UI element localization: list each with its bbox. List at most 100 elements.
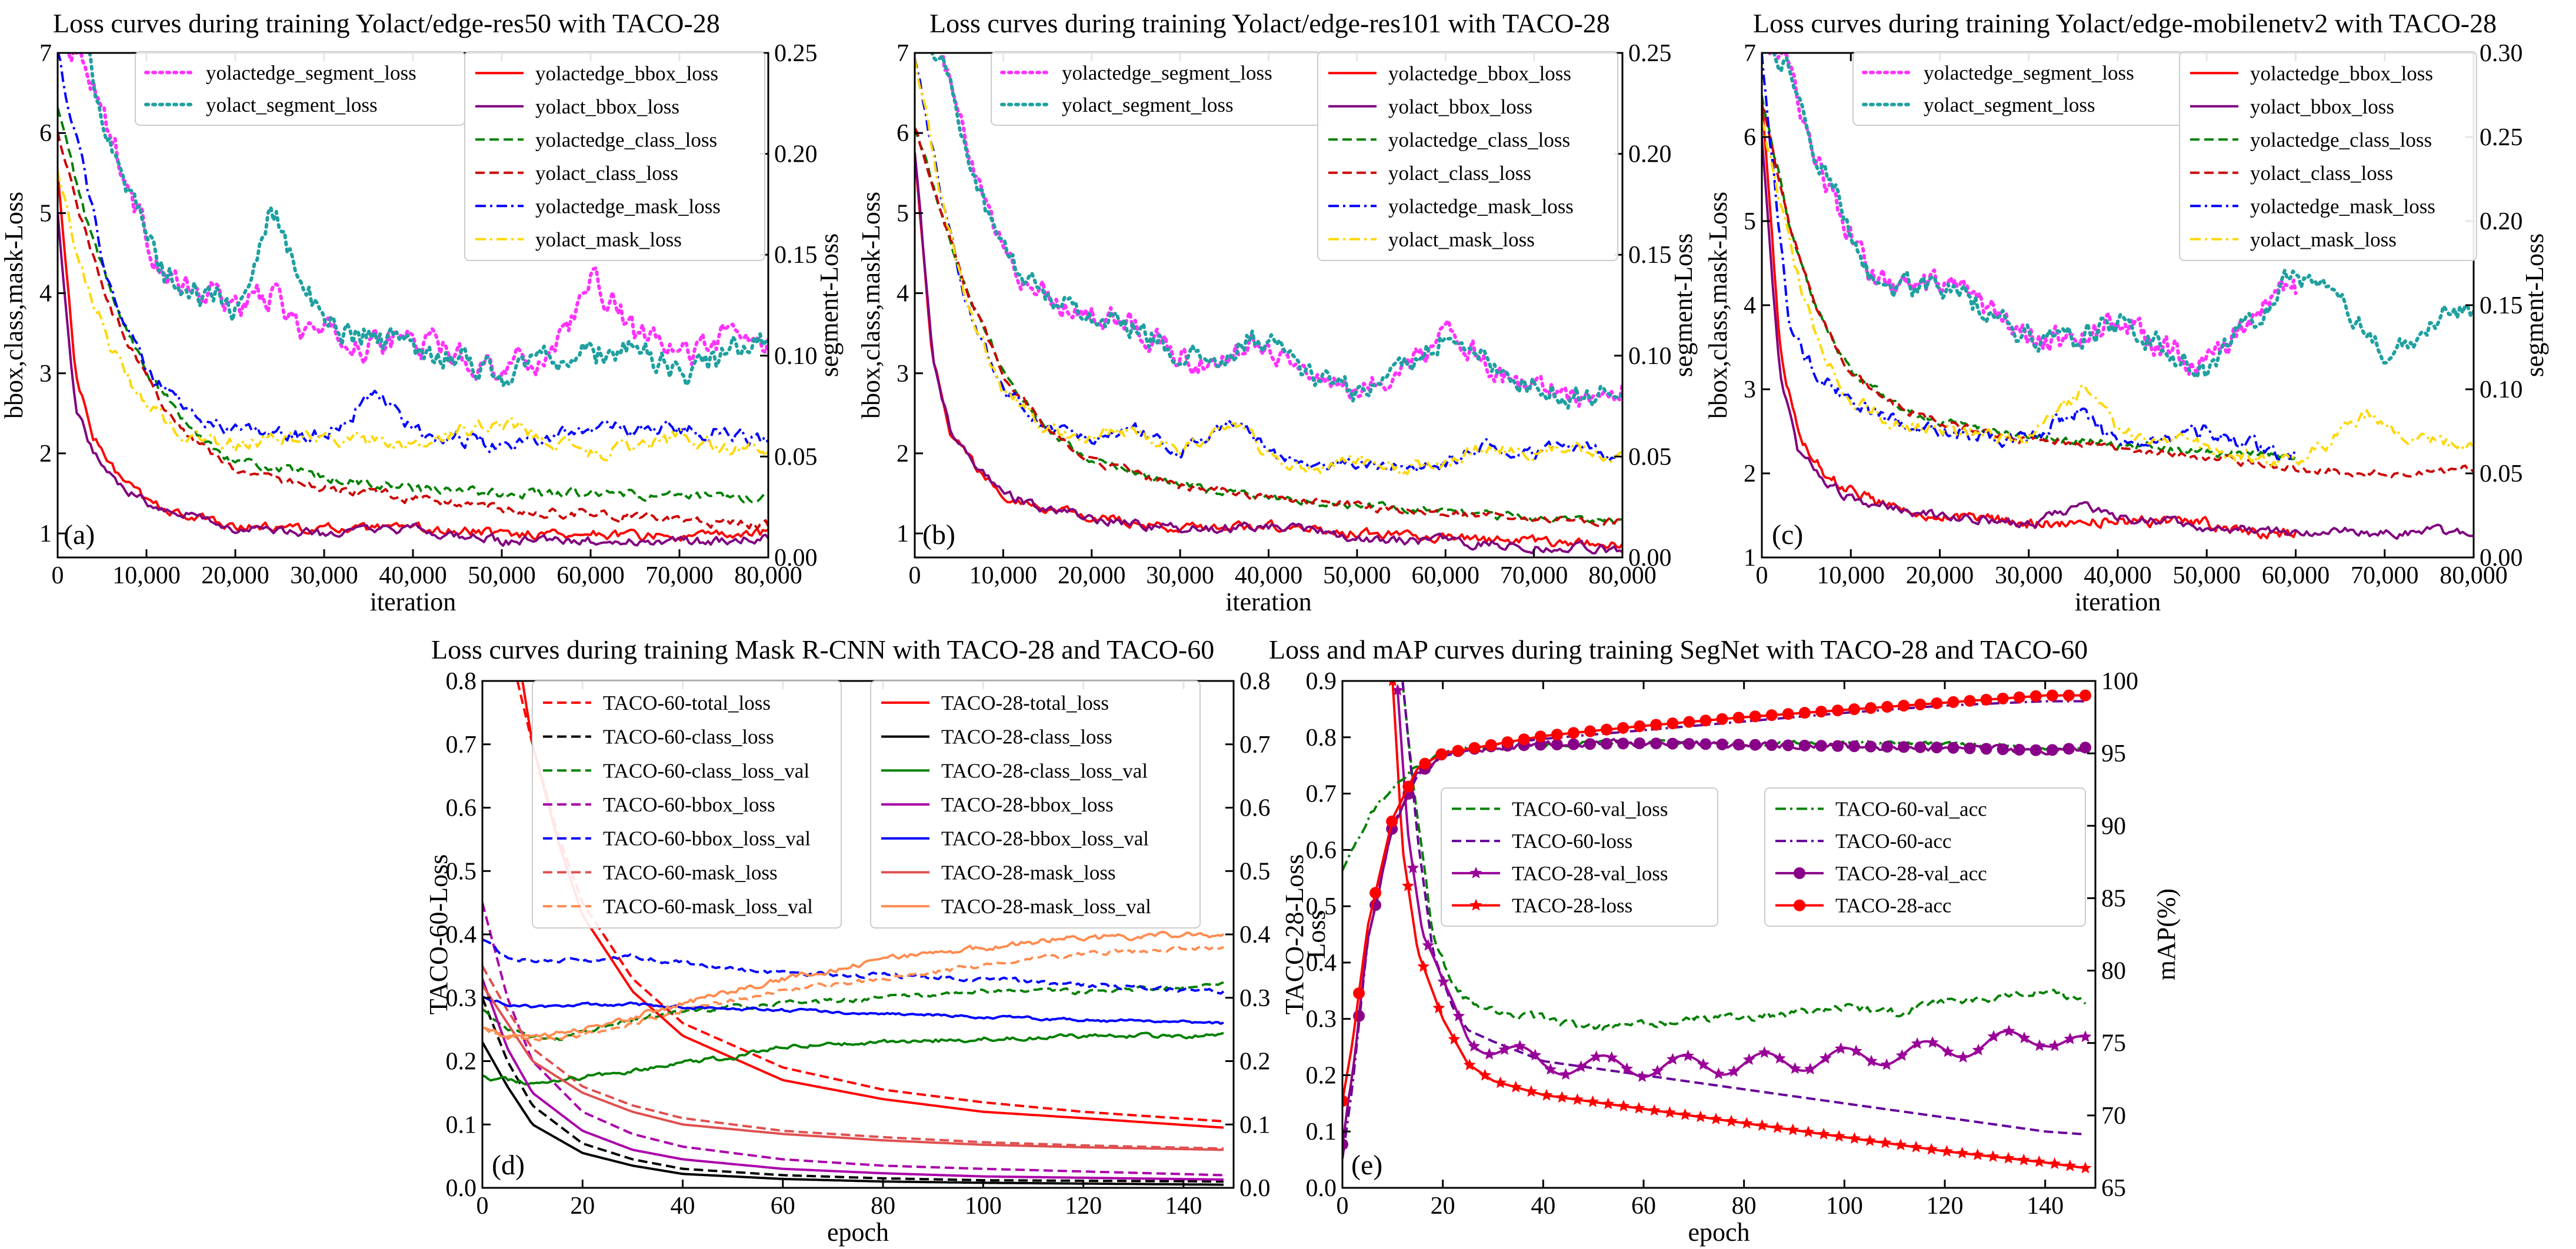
data-point	[1865, 1054, 1878, 1067]
y-tick-label: 5	[1744, 208, 1756, 235]
data-point	[1551, 729, 1563, 741]
series-line-yolact_segment_loss	[88, 53, 768, 388]
legend-label: TACO-28-loss	[1512, 894, 1632, 917]
data-point	[1432, 1001, 1445, 1014]
data-point	[1663, 1106, 1676, 1118]
y-tick-label: 0.7	[1306, 781, 1337, 808]
data-point	[1601, 723, 1613, 736]
data-point	[1650, 719, 1662, 731]
chart-title: Loss curves during training Yolact/edge-…	[929, 8, 1610, 38]
y-axis-label: bbox,class,mask-Loss	[0, 192, 28, 419]
series-line-TACO-28-bbox_loss_val	[482, 996, 1224, 1025]
data-point	[1498, 1043, 1511, 1055]
y-tick-label: 7	[39, 40, 52, 67]
data-point	[1864, 1134, 1876, 1146]
data-point	[1740, 1117, 1753, 1129]
panel-label: (d)	[492, 1150, 525, 1181]
y-tick-label: 0.2	[1306, 1062, 1337, 1089]
data-point	[1832, 1130, 1845, 1142]
data-point	[1987, 1150, 2000, 1162]
data-point	[1651, 1064, 1664, 1077]
data-point	[1798, 707, 1811, 719]
series-line-TACO-28-acc	[1342, 694, 2085, 1101]
series-line-yolact_mask_loss	[915, 58, 1622, 476]
y2-tick-label: 0.05	[1628, 443, 1672, 470]
chart-panel-c: 0 10,000 20,000 30,000 40,000 50,000 60,000 70,…	[1704, 8, 2549, 616]
legend-entry: yolact_mask_loss	[2190, 228, 2397, 251]
legend-label: yolactedge_bbox_loss	[535, 62, 718, 85]
data-point	[1898, 699, 1910, 712]
data-point	[1925, 1143, 1938, 1155]
y-tick-label: 1	[1744, 545, 1756, 572]
data-point	[2002, 1024, 2015, 1037]
data-point	[1590, 1050, 1603, 1063]
data-point	[1716, 738, 1728, 750]
legend-label: yolact_bbox_loss	[535, 95, 679, 118]
legend-entry: yolactedge_bbox_loss	[2190, 62, 2433, 85]
data-point	[2062, 689, 2075, 702]
legend-label: yolactedge_mask_loss	[535, 195, 721, 218]
legend-box	[2179, 51, 2477, 261]
data-point	[1551, 739, 1563, 751]
data-point	[2030, 744, 2042, 756]
series-line-yolactedge_bbox_loss	[915, 152, 1622, 549]
legend-label: yolactedge_segment_loss	[1924, 61, 2134, 84]
y-tick-label: 4	[39, 280, 52, 308]
x-tick-label: 0	[52, 562, 64, 589]
legend: yolactedge_bbox_loss yolact_bbox_lossyola…	[1317, 51, 1618, 261]
panel-label: (e)	[1351, 1150, 1382, 1181]
y-axis-label: bbox,class,mask-Loss	[857, 192, 885, 419]
y2-tick-label: 0.1	[1239, 1111, 1271, 1138]
x-tick-label: 40,000	[2084, 562, 2152, 589]
legend-entry: yolact_mask_loss	[475, 228, 682, 251]
legend-entry: TACO-60-acc	[1775, 830, 1951, 853]
legend-entry: yolact_class_loss	[2190, 162, 2393, 185]
data-point	[1997, 692, 2009, 704]
legend-entry: yolactedge_class_loss	[2190, 128, 2432, 151]
series-group	[915, 53, 1622, 555]
chart-title: Loss and mAP curves during training SegN…	[1269, 634, 2088, 664]
series-line-TACO-28-bbox_loss	[482, 978, 1224, 1181]
data-point	[1941, 1045, 1954, 1057]
legend-label: yolactedge_segment_loss	[206, 61, 416, 84]
y2-tick-label: 0.4	[1239, 921, 1271, 949]
legend-label: TACO-28-val_loss	[1512, 862, 1668, 885]
y-tick-label: 0.4	[1306, 950, 1337, 977]
legend-entry: TACO-28-loss	[1452, 894, 1632, 917]
data-point	[1617, 722, 1629, 734]
data-point	[1694, 1110, 1707, 1123]
data-point	[1419, 757, 1431, 770]
data-point	[1407, 861, 1419, 873]
data-point	[1765, 709, 1778, 722]
data-point	[1972, 1043, 1985, 1056]
y2-tick-label: 90	[2101, 813, 2126, 840]
legend-entry: yolactedge_mask_loss	[1328, 195, 1574, 218]
series-line-yolactedge_class_loss	[1762, 95, 2297, 460]
y-tick-label: 0.5	[446, 858, 477, 885]
legend-label: yolact_segment_loss	[1062, 93, 1234, 116]
y-tick-label: 0.6	[1306, 837, 1337, 864]
data-point	[1571, 1093, 1584, 1105]
y-tick-label: 3	[897, 360, 909, 388]
panel-label: (c)	[1772, 519, 1803, 550]
y-axis-label: TACO-60-Loss	[424, 854, 453, 1015]
legend-label: yolact_class_loss	[2250, 162, 2393, 185]
y2-tick-label: 0.00	[1628, 545, 1672, 572]
data-point	[1798, 739, 1811, 752]
legend-entry: TACO-28-val_loss	[1452, 862, 1668, 885]
legend-entry: TACO-28-bbox_loss_val	[881, 827, 1149, 850]
series-line-TACO-28-total_loss	[521, 681, 1224, 1129]
legend-entry: yolact_class_loss	[1328, 162, 1531, 185]
data-point	[1956, 1147, 1968, 1158]
y-tick-label: 4	[897, 280, 909, 308]
legend-label: TACO-28-mask_loss_val	[941, 895, 1151, 918]
legend-entry: yolactedge_bbox_loss	[1328, 62, 1571, 85]
data-point	[1509, 1080, 1522, 1093]
y-axis-label: bbox,class,mask-Loss	[1704, 192, 1732, 419]
legend-entry: TACO-60-bbox_loss_val	[543, 827, 811, 850]
series-line-yolact_segment_loss	[1772, 53, 2474, 379]
chart-title: Loss curves during training Mask R-CNN w…	[431, 634, 1214, 664]
legend-label: TACO-60-val_acc	[1835, 797, 1987, 820]
y2-tick-label: 0.00	[2480, 545, 2523, 572]
data-point	[1683, 716, 1695, 728]
